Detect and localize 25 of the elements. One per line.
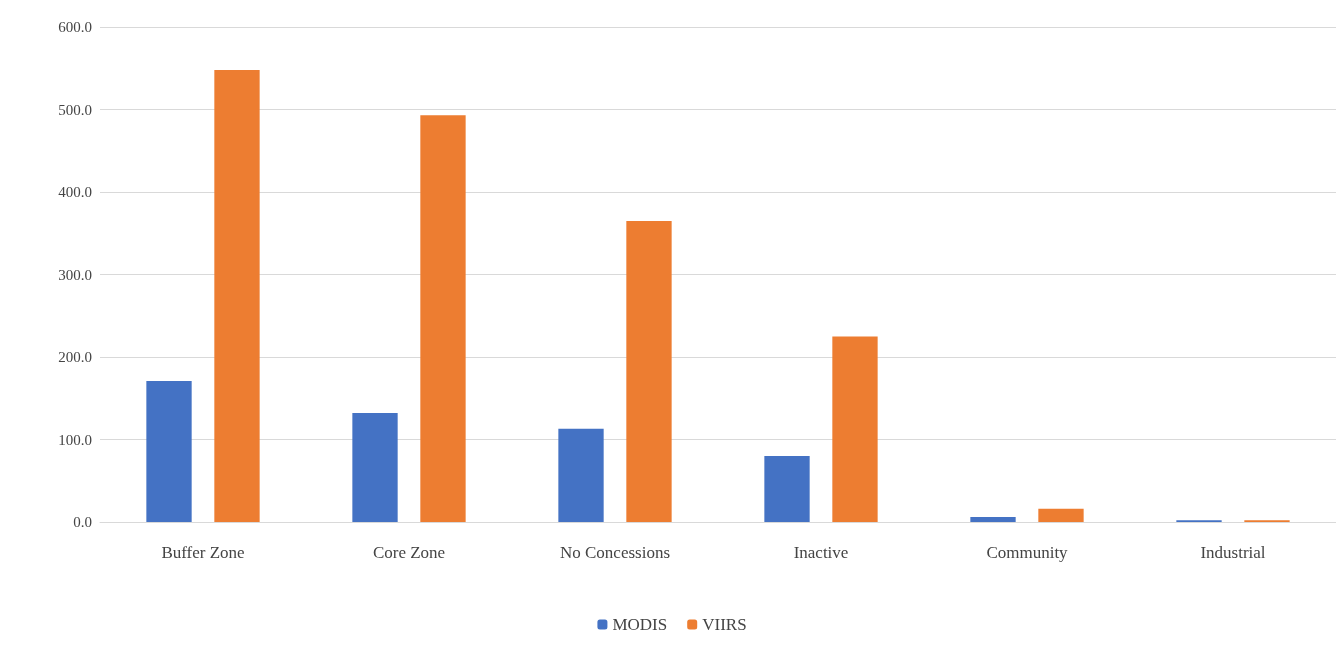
y-tick-label: 100.0 <box>58 431 92 448</box>
bar <box>970 517 1016 522</box>
y-tick-label: 200.0 <box>58 349 92 365</box>
bar <box>558 428 604 522</box>
y-tick-label: 0.0 <box>73 514 92 530</box>
y-tick-label: 300.0 <box>58 266 92 283</box>
bar <box>420 115 466 522</box>
y-tick-label: 500.0 <box>58 101 92 118</box>
y-tick-label: 400.0 <box>58 184 92 200</box>
x-tick-label: No Concessions <box>559 543 671 562</box>
x-tick-label: Inactive <box>793 543 849 562</box>
y-tick-label: 600.0 <box>58 19 92 35</box>
x-tick-label: Buffer Zone <box>161 543 245 562</box>
x-tick-label: Core Zone <box>372 543 446 562</box>
bar <box>146 380 192 522</box>
bar <box>764 456 810 522</box>
legend-label: MODIS <box>612 615 668 634</box>
bar <box>832 336 878 522</box>
legend-label: VIIRS <box>702 615 747 634</box>
x-tick-label: Community <box>986 543 1069 562</box>
bar <box>352 413 398 522</box>
bar <box>214 69 260 522</box>
bar <box>1038 508 1084 522</box>
x-tick-label: Industrial <box>1200 543 1266 562</box>
bar <box>626 220 672 522</box>
